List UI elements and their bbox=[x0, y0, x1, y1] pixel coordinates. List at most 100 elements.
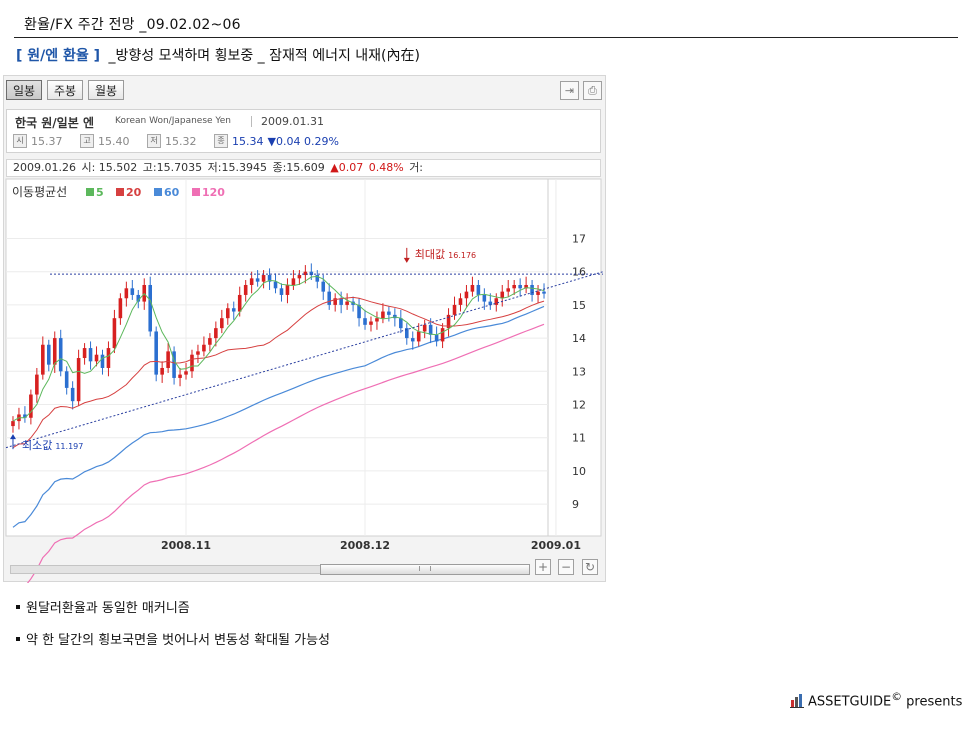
candle-body bbox=[220, 318, 224, 329]
candle-body bbox=[124, 288, 129, 299]
candle-body bbox=[94, 354, 99, 362]
print-icon[interactable]: ⎙ bbox=[583, 81, 602, 100]
period-daily-button[interactable]: 일봉 bbox=[6, 80, 43, 100]
candle-body bbox=[399, 318, 403, 329]
quote-high: 15.40 bbox=[98, 134, 130, 148]
brand-name: ASSETGUIDE bbox=[808, 694, 892, 710]
x-tick-label: 2008.12 bbox=[340, 539, 390, 552]
legend-swatch bbox=[116, 188, 124, 196]
ohlc-change-pct: 0.48% bbox=[368, 161, 404, 174]
bullet-icon bbox=[16, 636, 20, 641]
candle-body bbox=[422, 324, 427, 332]
open-icon: 시 bbox=[13, 134, 27, 148]
candle-body bbox=[112, 318, 117, 349]
candle-body bbox=[428, 324, 433, 335]
subtitle-tag: [ 원/엔 환율 ] bbox=[16, 48, 101, 64]
candle-body bbox=[482, 294, 487, 302]
chart-scrollbar[interactable] bbox=[10, 564, 530, 575]
candle-body bbox=[190, 354, 194, 372]
candle-body bbox=[225, 308, 230, 319]
min-arrowhead-icon bbox=[9, 434, 16, 440]
candle-body bbox=[440, 328, 445, 342]
candle-body bbox=[404, 328, 409, 339]
ohlc-low: 저:15.3945 bbox=[207, 161, 267, 174]
candle-body bbox=[231, 308, 236, 312]
candle-body bbox=[458, 298, 463, 305]
period-weekly-button[interactable]: 주봉 bbox=[47, 80, 84, 100]
candle-body bbox=[154, 331, 158, 375]
candle-body bbox=[476, 284, 481, 295]
candle-body bbox=[536, 291, 540, 295]
grip-icon bbox=[419, 566, 431, 571]
zoom-out-icon[interactable]: − bbox=[558, 559, 574, 575]
scrollbar-thumb[interactable] bbox=[320, 564, 530, 575]
ohlc-change: ▲0.07 bbox=[330, 161, 364, 174]
x-tick-label: 2008.11 bbox=[161, 539, 211, 552]
ma20-line bbox=[12, 296, 545, 449]
ma120-line bbox=[26, 323, 545, 583]
candle-body bbox=[363, 318, 367, 325]
candle-body bbox=[303, 271, 308, 276]
candle-body bbox=[23, 414, 27, 418]
candle-body bbox=[70, 387, 75, 402]
candle-body bbox=[172, 351, 176, 378]
chart-panel: 일봉 주봉 월봉 ⇥ ⎙ 한국 원/일본 엔 Korean Won/Japane… bbox=[3, 75, 607, 583]
high-icon: 고 bbox=[80, 134, 94, 148]
ma60-line bbox=[12, 305, 545, 528]
candle-body bbox=[52, 338, 57, 365]
candle-body bbox=[196, 351, 200, 355]
candle-body bbox=[130, 288, 135, 295]
candle-body bbox=[375, 318, 379, 322]
candle-body bbox=[309, 271, 314, 276]
candle-body bbox=[178, 374, 182, 378]
candle-body bbox=[214, 328, 218, 339]
candle-body bbox=[506, 288, 511, 292]
candle-body bbox=[315, 275, 320, 282]
candle-body bbox=[446, 314, 451, 329]
refresh-icon[interactable]: ↻ bbox=[582, 559, 598, 575]
quote-change-pct: 0.29% bbox=[303, 134, 339, 148]
candle-body bbox=[249, 278, 254, 285]
candle-body bbox=[297, 275, 302, 279]
y-tick-label: 14 bbox=[572, 332, 586, 345]
low-icon: 저 bbox=[147, 134, 161, 148]
note-text: 약 한 달간의 횡보국면을 벗어나서 변동성 확대될 가능성 bbox=[26, 633, 331, 648]
zoom-in-icon[interactable]: + bbox=[535, 559, 551, 575]
candle-body bbox=[208, 338, 212, 345]
candle-body bbox=[357, 304, 361, 319]
ohlc-close: 종:15.609 bbox=[272, 161, 325, 174]
candle-body bbox=[321, 281, 326, 292]
min-value: 11.197 bbox=[55, 442, 83, 451]
candle-body bbox=[202, 344, 206, 352]
x-tick-label: 2009.01 bbox=[531, 539, 581, 552]
legend-item: 120 bbox=[202, 186, 225, 199]
candle-body bbox=[136, 294, 141, 302]
candle-body bbox=[381, 311, 385, 319]
info-separator bbox=[251, 116, 252, 127]
quote-low: 15.32 bbox=[165, 134, 197, 148]
export-icon[interactable]: ⇥ bbox=[560, 81, 579, 100]
candle-body bbox=[29, 394, 33, 418]
period-monthly-button[interactable]: 월봉 bbox=[88, 80, 125, 100]
note-item: 원달러환율과 동일한 매커니즘 bbox=[16, 597, 190, 616]
candle-body bbox=[464, 291, 469, 299]
candle-body bbox=[291, 278, 296, 285]
candle-body bbox=[58, 338, 63, 372]
candle-body bbox=[118, 298, 123, 319]
bar-chart-logo-icon bbox=[790, 694, 804, 709]
quote-open: 15.37 bbox=[31, 134, 63, 148]
legend-item: 60 bbox=[164, 186, 180, 199]
candle-body bbox=[488, 301, 493, 305]
page-title: 환율/FX 주간 전망 _09.02.02~06 bbox=[24, 17, 241, 33]
candle-body bbox=[452, 304, 457, 315]
legend-item: 5 bbox=[96, 186, 104, 199]
candle-body bbox=[470, 284, 475, 292]
note-text: 원달러환율과 동일한 매커니즘 bbox=[26, 601, 190, 616]
candle-body bbox=[387, 311, 391, 315]
ohlc-date: 2009.01.26 bbox=[13, 161, 76, 174]
candle-body bbox=[494, 298, 499, 305]
quote-summary: 한국 원/일본 엔 Korean Won/Japanese Yen 2009.0… bbox=[6, 109, 601, 153]
ohlc-high: 고:15.7035 bbox=[142, 161, 203, 174]
quote-change: ▼0.04 bbox=[267, 134, 301, 148]
